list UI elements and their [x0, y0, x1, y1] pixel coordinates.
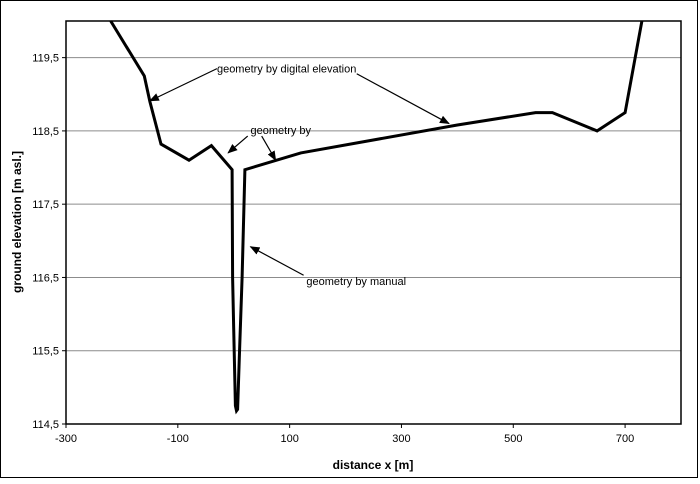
annotation-label: geometry by digital elevation: [217, 64, 356, 76]
y-tick-label: 119,5: [32, 53, 59, 65]
x-tick-label: 100: [280, 433, 298, 445]
x-tick-label: 300: [392, 433, 410, 445]
annotation-arrow: [227, 135, 249, 154]
annotation-label: geometry by: [251, 125, 312, 137]
y-tick-label: 117,5: [32, 199, 59, 211]
y-tick-label: 116,5: [32, 272, 59, 284]
annotations: geometry by digital elevation geometry by…: [217, 64, 406, 288]
tick-labels: 114,5 115,5 116,5 117,5 118,5 119,5 -300 -100 10…: [32, 53, 634, 445]
y-tick-label: 118,5: [32, 126, 59, 138]
x-tick-label: -100: [167, 433, 189, 445]
annotation-arrow: [148, 68, 218, 102]
annotation-arrow: [356, 73, 450, 125]
annotation-arrows: [148, 68, 450, 276]
series-group: [109, 20, 644, 415]
grid-lines: [66, 57, 681, 425]
elevation-profile-line: [109, 20, 644, 415]
y-tick-label: 114,5: [32, 419, 59, 431]
annotation-arrow: [249, 246, 304, 276]
x-tick-label: 700: [616, 433, 634, 445]
annotation-arrow: [261, 135, 277, 162]
x-tick-label: 500: [504, 433, 522, 445]
x-axis-title: distance x [m]: [333, 458, 414, 472]
annotation-label: geometry by manual: [306, 276, 406, 288]
plot-area: [65, 20, 682, 425]
y-tick-label: 115,5: [32, 346, 59, 358]
x-tick-label: -300: [55, 433, 77, 445]
y-axis-title: ground elevation [m asl.]: [10, 151, 24, 293]
